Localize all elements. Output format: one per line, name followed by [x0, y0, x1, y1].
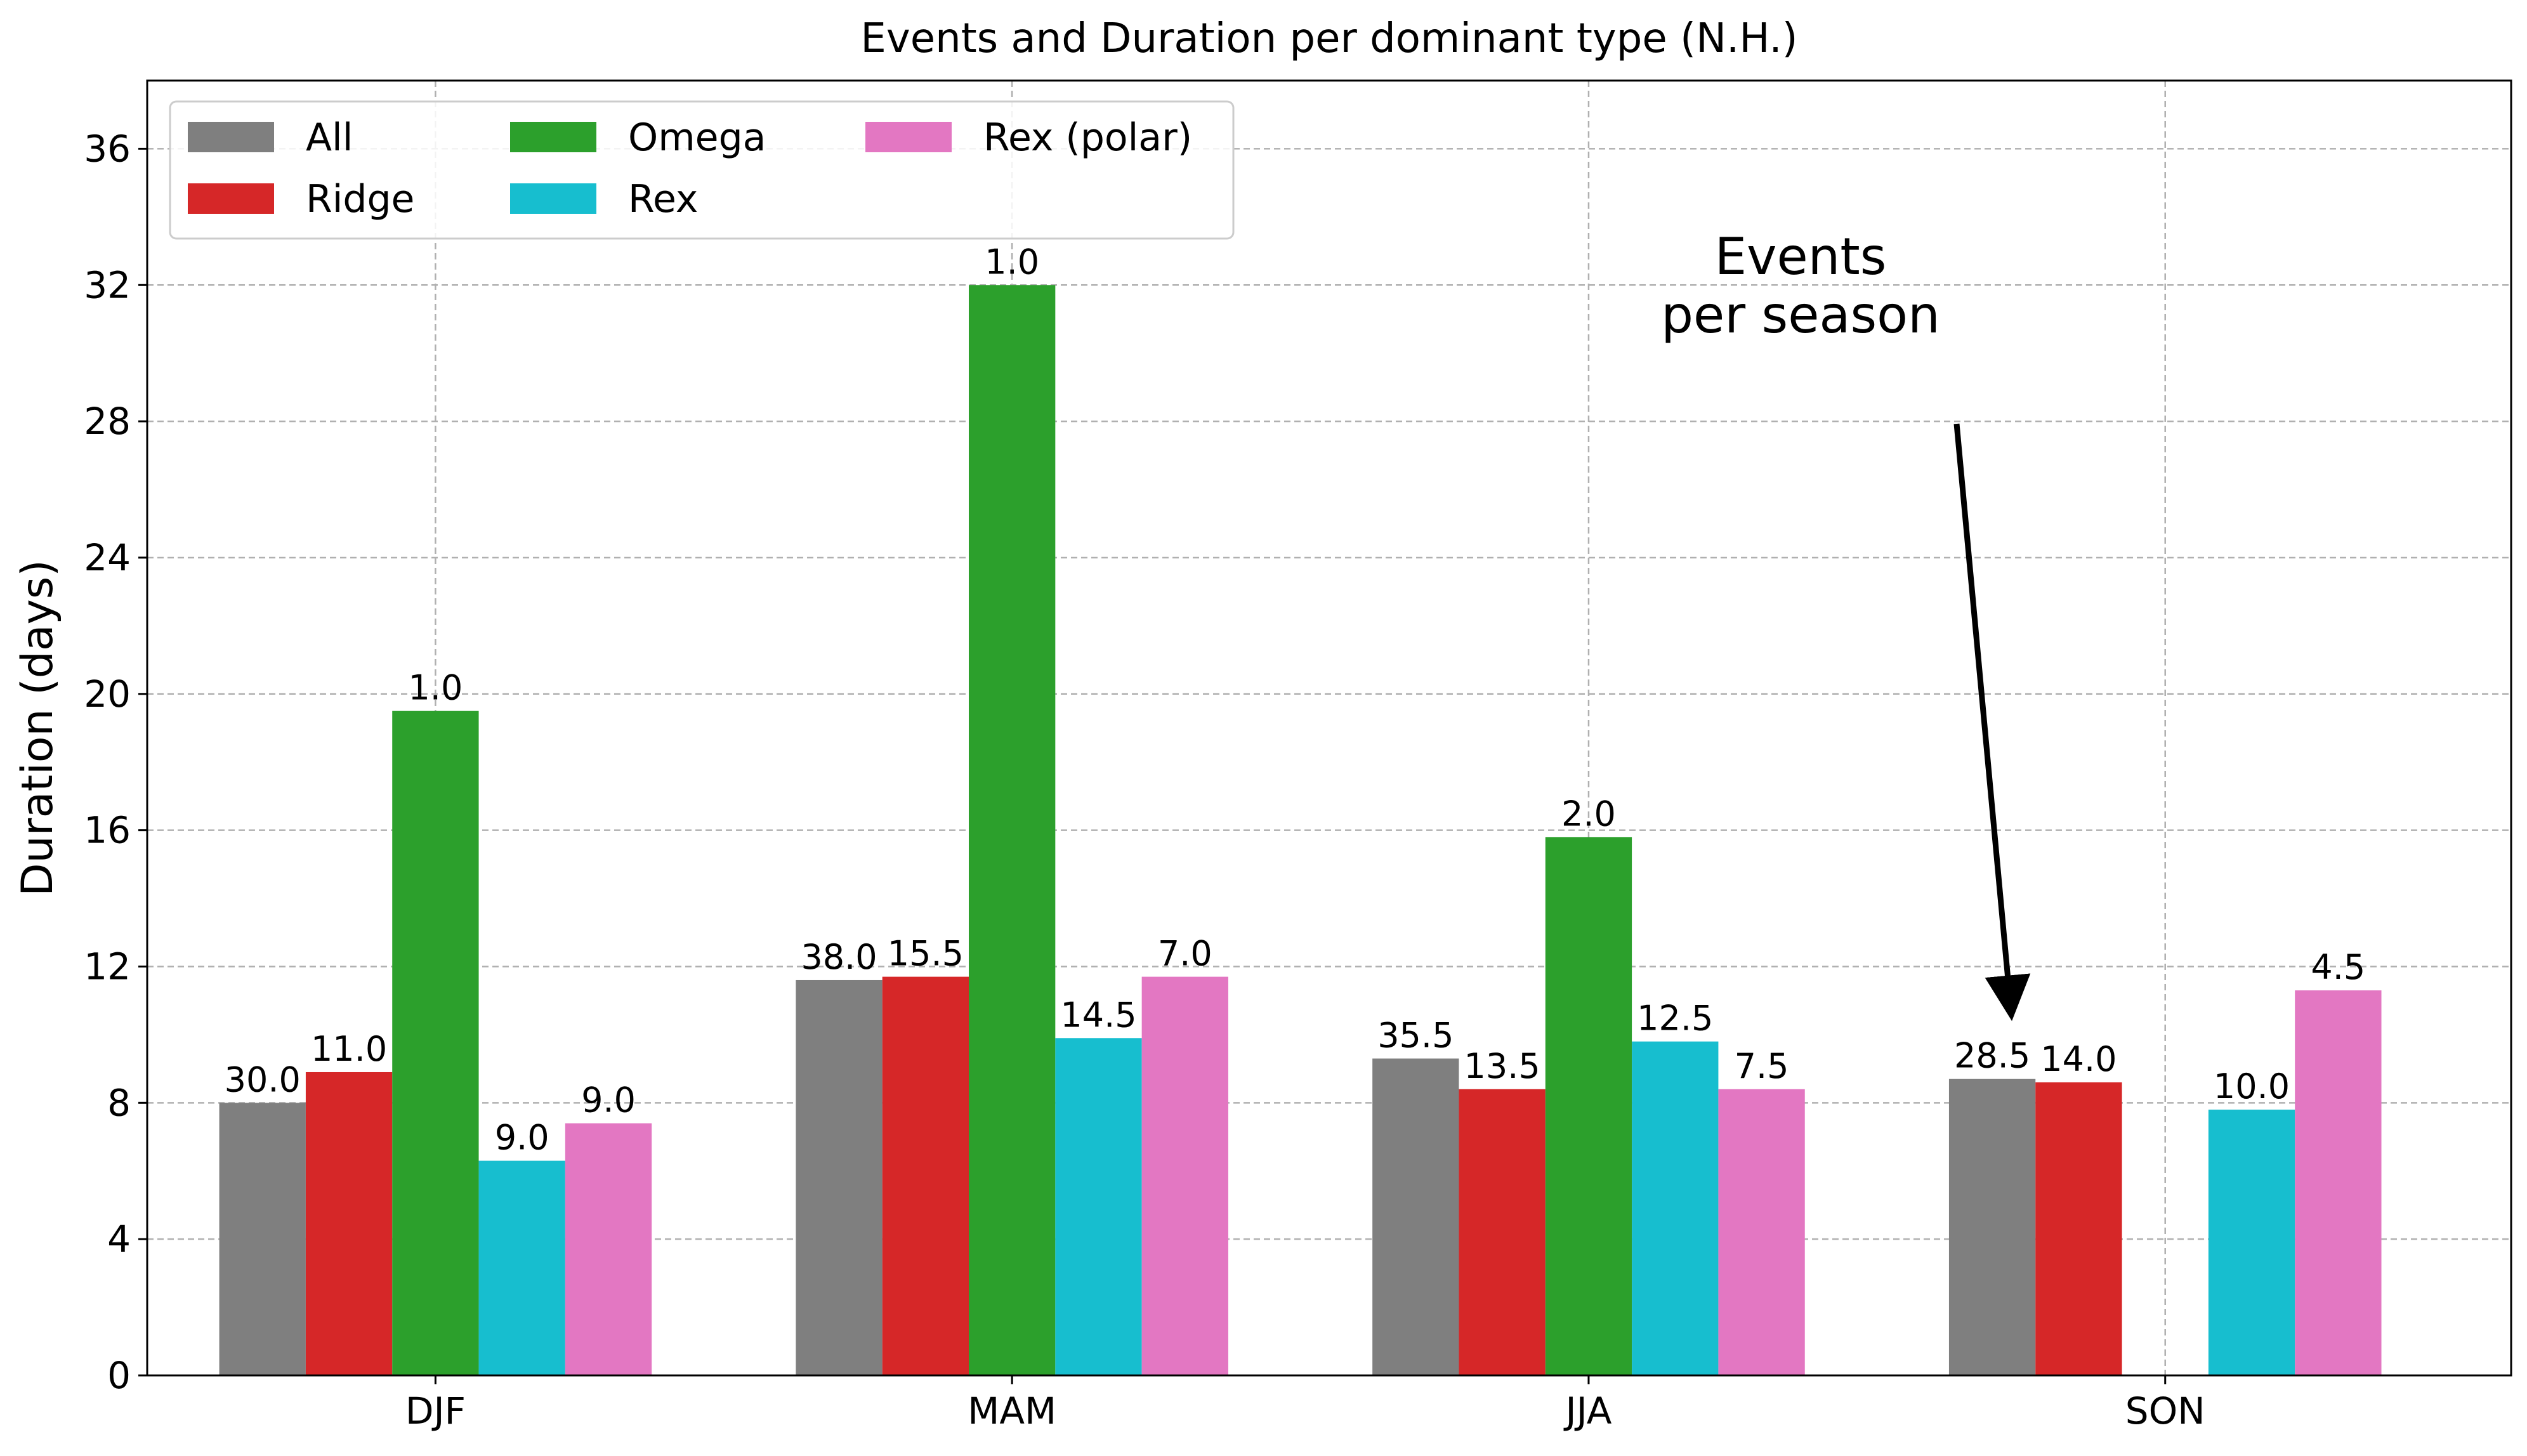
bar-value-label: 28.5	[1954, 1036, 2030, 1076]
bar-labels: 30.0 38.0 35.5 28.5 11.0 15.5 13.5 14.0 1.0 1.0 2.…	[225, 242, 2366, 1157]
bar	[219, 1103, 306, 1375]
bar	[1948, 1079, 2036, 1375]
x-tick-label: MAM	[968, 1389, 1056, 1433]
x-tick-label: DJF	[405, 1389, 466, 1433]
y-tick-label: 36	[84, 127, 131, 170]
legend-box	[169, 100, 1235, 240]
bar-value-label: 4.5	[2311, 947, 2365, 987]
legend-label: All	[306, 115, 353, 160]
x-tick-label: SON	[2125, 1389, 2205, 1433]
legend-label: Rex	[628, 177, 698, 221]
y-tick-label: 0	[107, 1354, 131, 1397]
bar-value-label: 13.5	[1464, 1046, 1540, 1086]
y-tick-label: 28	[84, 400, 131, 443]
annotation-text: Events	[1715, 227, 1887, 286]
bars	[219, 285, 2382, 1375]
annotation-arrow	[1953, 423, 2031, 1021]
bar-value-label: 30.0	[225, 1059, 301, 1099]
y-tick-label: 8	[107, 1081, 131, 1124]
bar-value-label: 15.5	[888, 934, 964, 974]
bar	[392, 711, 479, 1375]
bar	[1459, 1089, 1546, 1375]
bar	[1055, 1038, 1142, 1375]
bar	[882, 976, 969, 1375]
bar	[1718, 1089, 1805, 1375]
bar-value-label: 7.0	[1158, 934, 1212, 974]
bar-value-label: 9.0	[581, 1080, 636, 1120]
legend-label: Ridge	[306, 177, 414, 221]
y-axis-label: Duration (days)	[13, 560, 63, 896]
bar	[2208, 1110, 2295, 1375]
bar-value-label: 7.5	[1735, 1046, 1789, 1086]
legend-swatch	[510, 122, 596, 152]
bar	[478, 1160, 565, 1375]
bar	[565, 1123, 652, 1375]
bar	[969, 285, 1056, 1375]
bar-value-label: 9.0	[495, 1118, 549, 1158]
bar	[1632, 1041, 1719, 1375]
bar-value-label: 1.0	[985, 242, 1039, 282]
y-tick-label: 16	[84, 809, 131, 852]
y-tick-label: 12	[84, 945, 131, 988]
bar-value-label: 2.0	[1561, 794, 1616, 834]
legend: All Ridge Omega Rex Rex (polar)	[169, 100, 1235, 240]
bar	[796, 980, 883, 1375]
bar-value-label: 1.0	[408, 668, 463, 708]
bar	[1545, 837, 1632, 1375]
bar-value-label: 10.0	[2214, 1066, 2290, 1106]
axes: 0 4 8 12 16 20 24 28 32 36 DJF MAM JJA SON	[84, 127, 2205, 1433]
bar	[1141, 976, 1228, 1375]
legend-swatch	[188, 183, 274, 214]
y-tick-label: 20	[84, 672, 131, 716]
plot-frame	[146, 79, 2512, 1377]
bar-value-label: 14.0	[2040, 1039, 2117, 1079]
y-tick-label: 4	[107, 1217, 131, 1261]
bar-value-label: 12.5	[1637, 999, 1713, 1039]
y-tick-label: 32	[84, 263, 131, 306]
bar-value-label: 14.5	[1060, 995, 1136, 1035]
bar	[2295, 990, 2382, 1375]
legend-swatch	[865, 122, 952, 152]
bar-value-label: 38.0	[801, 937, 877, 977]
bar-value-label: 11.0	[311, 1029, 387, 1069]
bar	[2035, 1082, 2122, 1375]
legend-label: Rex (polar)	[983, 115, 1192, 160]
legend-swatch	[510, 183, 596, 214]
bar	[1372, 1058, 1459, 1375]
annotation-text: per season	[1661, 285, 1940, 344]
y-tick-label: 24	[84, 536, 131, 579]
bar	[305, 1072, 393, 1375]
legend-label: Omega	[628, 115, 766, 160]
bar-value-label: 35.5	[1377, 1015, 1454, 1055]
legend-swatch	[188, 122, 274, 152]
x-tick-label: JJA	[1564, 1389, 1612, 1433]
chart-title: Events and Duration per dominant type (N…	[860, 15, 1797, 62]
